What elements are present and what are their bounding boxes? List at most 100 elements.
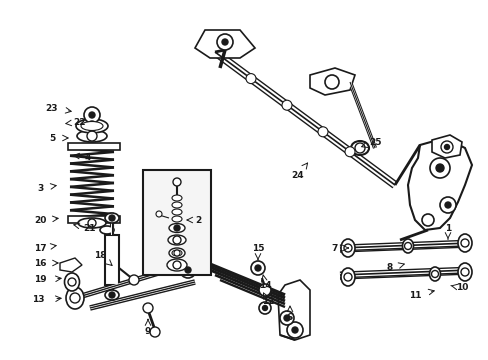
Circle shape	[317, 127, 327, 137]
Bar	[142, 170, 210, 275]
Ellipse shape	[76, 119, 108, 133]
Ellipse shape	[172, 209, 182, 215]
Ellipse shape	[66, 287, 84, 309]
Ellipse shape	[172, 216, 182, 222]
Text: 24: 24	[291, 171, 304, 180]
Ellipse shape	[428, 267, 440, 281]
Text: 3: 3	[37, 184, 43, 193]
Circle shape	[284, 315, 289, 321]
Circle shape	[88, 219, 96, 227]
Bar	[105, 235, 119, 285]
Circle shape	[354, 143, 364, 153]
Text: 17: 17	[34, 243, 46, 252]
Ellipse shape	[340, 239, 354, 257]
Circle shape	[142, 303, 153, 313]
Ellipse shape	[81, 122, 103, 131]
Circle shape	[87, 121, 97, 131]
Ellipse shape	[64, 273, 80, 291]
Circle shape	[250, 261, 264, 275]
Ellipse shape	[78, 218, 106, 228]
Text: 15: 15	[251, 243, 264, 252]
Circle shape	[68, 278, 76, 286]
Circle shape	[435, 164, 443, 172]
Polygon shape	[278, 280, 309, 340]
Circle shape	[180, 262, 196, 278]
Circle shape	[174, 225, 180, 231]
Circle shape	[254, 265, 261, 271]
Text: 7: 7	[331, 243, 338, 252]
Circle shape	[87, 131, 97, 141]
Polygon shape	[407, 138, 471, 230]
Circle shape	[262, 306, 267, 310]
Circle shape	[217, 34, 232, 50]
Ellipse shape	[457, 263, 471, 281]
Ellipse shape	[169, 248, 184, 258]
Circle shape	[460, 239, 468, 247]
Text: 21: 21	[83, 224, 96, 233]
Polygon shape	[431, 135, 461, 158]
Text: 19: 19	[34, 275, 46, 284]
Circle shape	[444, 202, 450, 208]
Circle shape	[70, 293, 80, 303]
Ellipse shape	[169, 224, 184, 233]
Ellipse shape	[172, 202, 182, 208]
Polygon shape	[195, 30, 254, 58]
Circle shape	[150, 327, 160, 337]
Circle shape	[404, 243, 411, 249]
Ellipse shape	[457, 234, 471, 252]
Circle shape	[259, 284, 270, 296]
Text: 8: 8	[386, 264, 392, 273]
Circle shape	[429, 158, 449, 178]
Circle shape	[173, 236, 181, 244]
Text: 9: 9	[144, 328, 151, 337]
Bar	[68, 143, 120, 150]
Circle shape	[439, 197, 455, 213]
Circle shape	[245, 73, 256, 84]
Ellipse shape	[105, 213, 119, 223]
Ellipse shape	[340, 268, 354, 286]
Circle shape	[184, 267, 191, 273]
Text: 13: 13	[32, 296, 44, 305]
Text: 22: 22	[74, 117, 86, 126]
Text: 6: 6	[286, 314, 292, 323]
Circle shape	[129, 275, 139, 285]
Text: 23: 23	[46, 104, 58, 113]
Ellipse shape	[402, 239, 413, 253]
Circle shape	[343, 244, 351, 252]
Circle shape	[421, 214, 433, 226]
Text: 4: 4	[84, 153, 91, 162]
Polygon shape	[309, 68, 354, 95]
Text: 18: 18	[94, 251, 106, 260]
Ellipse shape	[167, 259, 186, 271]
Ellipse shape	[172, 250, 182, 256]
Circle shape	[89, 112, 95, 118]
Circle shape	[259, 302, 270, 314]
Circle shape	[440, 141, 452, 153]
Circle shape	[174, 250, 180, 256]
Polygon shape	[60, 258, 82, 272]
Text: 1: 1	[444, 224, 450, 233]
Ellipse shape	[168, 235, 185, 245]
Circle shape	[173, 261, 181, 269]
Text: 20: 20	[34, 216, 46, 225]
Circle shape	[325, 75, 338, 89]
Circle shape	[109, 292, 115, 298]
Circle shape	[343, 273, 351, 281]
Circle shape	[282, 100, 291, 110]
Bar	[68, 216, 120, 223]
Circle shape	[291, 327, 297, 333]
Circle shape	[84, 107, 100, 123]
Ellipse shape	[100, 226, 114, 234]
Text: 16: 16	[34, 258, 46, 267]
Ellipse shape	[105, 290, 119, 300]
Circle shape	[222, 39, 227, 45]
Circle shape	[430, 270, 438, 278]
Circle shape	[280, 311, 293, 325]
Circle shape	[109, 215, 115, 221]
Ellipse shape	[350, 141, 368, 155]
Text: 14: 14	[258, 280, 271, 289]
Text: 11: 11	[408, 291, 420, 300]
Text: 12: 12	[261, 297, 274, 306]
Circle shape	[345, 147, 354, 157]
Circle shape	[286, 322, 303, 338]
